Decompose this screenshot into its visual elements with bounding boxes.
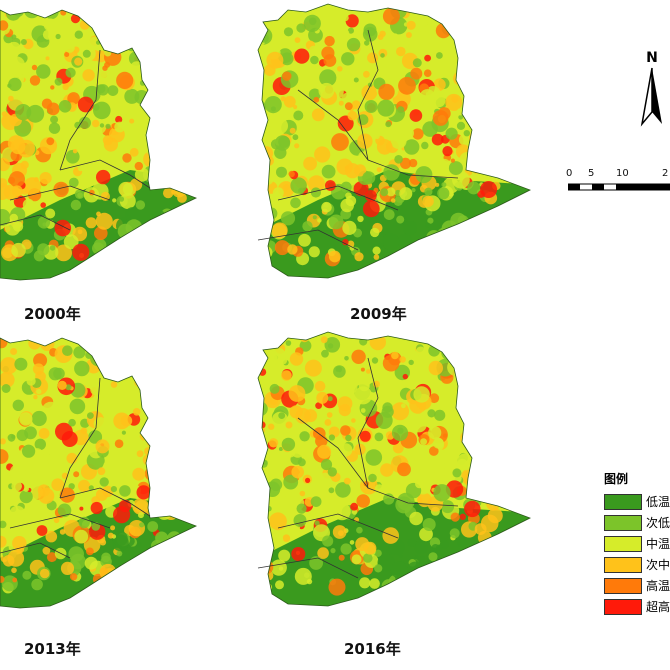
legend-swatch-submedium xyxy=(604,556,642,573)
legend-title: 图例 xyxy=(604,472,629,486)
scale-bar-graphic xyxy=(568,183,670,191)
year-label-2000: 2000年 xyxy=(24,305,81,323)
legend-label-high: 高温 xyxy=(646,579,670,593)
scale-tick-0: 0 xyxy=(566,168,573,179)
legend-item-submedium: 次中 xyxy=(604,554,670,575)
map-panel-2013 xyxy=(0,337,197,609)
legend-item-low: 低温 xyxy=(604,491,670,512)
map-panel-2016 xyxy=(257,331,531,607)
year-label-2016: 2016年 xyxy=(344,640,401,658)
legend-item-sublow: 次低 xyxy=(604,512,670,533)
legend: 图例 低温 次低 中温 次中 高温 超高 xyxy=(604,470,670,617)
legend-swatch-high xyxy=(604,577,642,594)
year-label-2009: 2009年 xyxy=(350,305,407,323)
scale-tick-10: 10 xyxy=(616,168,629,179)
legend-label-sublow: 次低 xyxy=(646,516,670,530)
legend-swatch-sublow xyxy=(604,514,642,531)
legend-label-superhigh: 超高 xyxy=(646,600,670,614)
scale-tick-5: 5 xyxy=(588,168,595,179)
north-label: N xyxy=(646,50,658,66)
legend-label-submedium: 次中 xyxy=(646,558,670,572)
north-arrow-icon xyxy=(640,67,662,127)
map-panel-2009 xyxy=(257,3,531,279)
north-arrow: N xyxy=(640,50,664,132)
legend-item-medium: 中温 xyxy=(604,533,670,554)
legend-label-low: 低温 xyxy=(646,495,670,509)
legend-swatch-low xyxy=(604,493,642,510)
legend-item-high: 高温 xyxy=(604,575,670,596)
legend-swatch-superhigh xyxy=(604,598,642,615)
map-panel-2000 xyxy=(0,9,197,281)
legend-swatch-medium xyxy=(604,535,642,552)
legend-item-superhigh: 超高 xyxy=(604,596,670,617)
scale-tick-20: 2 xyxy=(662,168,669,179)
legend-label-medium: 中温 xyxy=(646,537,670,551)
year-label-2013: 2013年 xyxy=(24,640,81,658)
